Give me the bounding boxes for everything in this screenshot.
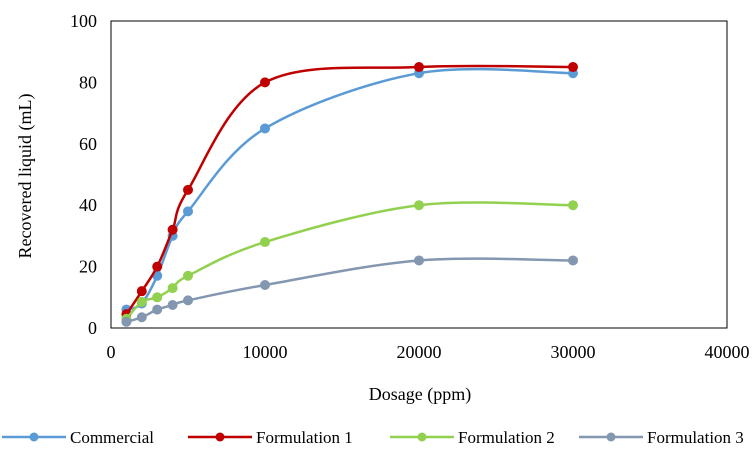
data-point (568, 255, 578, 266)
x-tick-label: 30000 (551, 342, 596, 362)
x-axis-title: Dosage (ppm) (369, 384, 471, 405)
legend-item: Commercial (2, 428, 154, 447)
data-point (568, 200, 578, 211)
legend-marker (606, 432, 616, 442)
data-point (152, 261, 163, 272)
legend-marker (417, 432, 427, 442)
data-point (183, 206, 193, 217)
data-point (167, 283, 178, 294)
y-tick-label: 100 (70, 11, 97, 31)
legend-item: Formulation 1 (188, 428, 353, 447)
legend-item: Formulation 3 (579, 428, 744, 447)
data-point (183, 184, 193, 195)
series-formulation-2 (121, 200, 578, 324)
series-line (126, 257, 574, 324)
series-line (125, 201, 574, 320)
data-point (152, 304, 163, 315)
legend-marker (29, 432, 39, 442)
data-point (414, 200, 424, 211)
data-point (260, 237, 270, 248)
data-point (136, 312, 147, 323)
data-point (136, 296, 147, 307)
data-point (136, 286, 147, 297)
legend-label: Commercial (70, 428, 154, 447)
legend-marker (215, 432, 225, 442)
legend-label: Formulation 2 (458, 428, 555, 447)
y-tick-label: 20 (79, 257, 97, 277)
data-point (183, 295, 193, 306)
data-point (414, 255, 424, 266)
data-point (183, 270, 193, 281)
data-point (260, 280, 270, 291)
data-point (260, 123, 270, 134)
x-tick-label: 20000 (397, 342, 442, 362)
x-tick-label: 10000 (243, 342, 288, 362)
legend: Commercial Formulation 1 Formulation 2 Form… (2, 428, 744, 447)
y-axis-title: Recovered liquid (mL) (15, 94, 36, 259)
y-tick-label: 40 (79, 195, 97, 215)
y-tick-label: 80 (79, 72, 97, 92)
legend-label: Formulation 3 (647, 428, 744, 447)
x-tick-label: 40000 (705, 342, 750, 362)
data-point (568, 62, 578, 73)
data-point (414, 62, 424, 73)
legend-item: Formulation 2 (390, 428, 555, 447)
data-point (121, 316, 132, 327)
y-tick-label: 60 (79, 134, 97, 154)
data-point (167, 224, 178, 235)
plot-area-border (110, 20, 728, 329)
series-formulation-3 (121, 255, 578, 327)
data-point (167, 299, 178, 310)
data-point (152, 292, 163, 303)
x-tick-label: 0 (107, 342, 116, 362)
data-point (260, 77, 270, 88)
y-tick-label: 0 (88, 318, 97, 338)
legend-label: Formulation 1 (256, 428, 353, 447)
series-line (125, 64, 574, 315)
